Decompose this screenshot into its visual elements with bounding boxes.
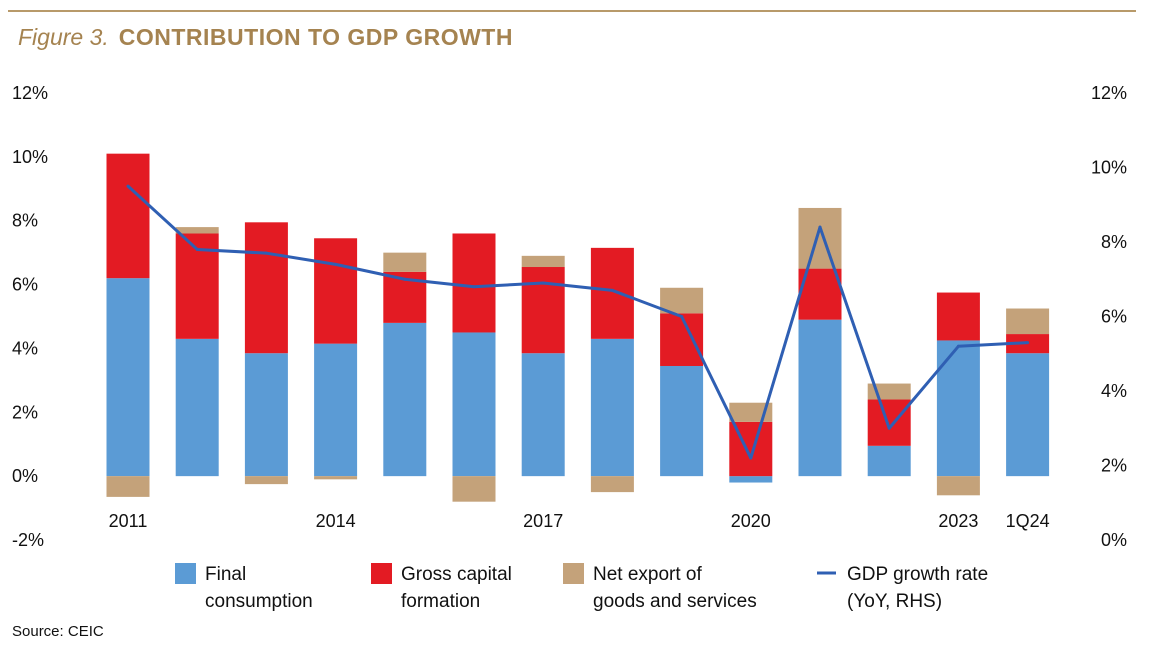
y-left-tick-label: 4% xyxy=(12,338,38,358)
bar-final-consumption xyxy=(383,322,427,477)
legend-label: goods and services xyxy=(593,591,757,612)
bar-net-export xyxy=(383,252,427,272)
bar-net-export xyxy=(314,476,358,480)
legend: Final consumption Gross capital formation Ne… xyxy=(175,563,988,612)
figure-label: Figure 3. xyxy=(18,24,109,50)
bar-gross-capital-formation xyxy=(244,222,288,354)
bar-final-consumption xyxy=(452,332,496,477)
y-left-tick-label: 0% xyxy=(12,466,38,486)
bar-final-consumption xyxy=(867,445,911,477)
bars-layer xyxy=(106,153,1050,502)
bar-net-export xyxy=(590,476,634,493)
bar-final-consumption xyxy=(244,353,288,477)
chart-title: CONTRIBUTION TO GDP GROWTH xyxy=(118,24,513,50)
gdp-growth-point xyxy=(610,288,614,292)
y-left-tick-label: 6% xyxy=(12,275,38,295)
bar-net-export xyxy=(452,476,496,502)
bar-gross-capital-formation xyxy=(590,247,634,339)
bar-net-export xyxy=(798,207,842,269)
bar-gross-capital-formation xyxy=(521,267,565,354)
y-right-tick-label: 8% xyxy=(1101,232,1127,252)
gdp-growth-point xyxy=(126,184,130,188)
y-right-tick-label: 6% xyxy=(1101,307,1127,327)
y-right-tick-label: 2% xyxy=(1101,456,1127,476)
bar-final-consumption xyxy=(729,476,773,483)
y-left-tick-label: 2% xyxy=(12,402,38,422)
gdp-growth-line xyxy=(126,185,1028,460)
y-left-tick-label: 10% xyxy=(12,147,48,167)
legend-item: GDP growth rate (YoY, RHS) xyxy=(817,564,988,612)
bar-net-export xyxy=(936,476,980,496)
bar-gross-capital-formation xyxy=(106,153,150,279)
x-tick-label: 2020 xyxy=(731,511,771,531)
bar-final-consumption xyxy=(660,365,704,477)
bar-final-consumption xyxy=(106,278,150,477)
x-tick-label: 2011 xyxy=(109,511,148,531)
bar-final-consumption xyxy=(936,340,980,477)
gdp-growth-point xyxy=(1026,341,1030,345)
x-tick-label: 2023 xyxy=(938,511,978,531)
bar-final-consumption xyxy=(314,343,358,477)
gdp-growth-point xyxy=(264,251,268,255)
bar-final-consumption xyxy=(521,353,565,477)
legend-label: Final xyxy=(205,564,246,585)
bar-net-export xyxy=(175,227,219,234)
gdp-growth-point xyxy=(956,344,960,348)
top-rule xyxy=(8,10,1136,12)
legend-swatch-gross-capital-formation xyxy=(371,563,392,584)
bar-gross-capital-formation xyxy=(452,233,496,333)
x-tick-label: 2014 xyxy=(316,511,356,531)
legend-label: Net export of xyxy=(593,564,702,585)
legend-label: formation xyxy=(401,591,480,612)
bar-net-export xyxy=(660,287,704,314)
bar-net-export xyxy=(1006,308,1050,335)
figure-title: Figure 3. CONTRIBUTION TO GDP GROWTH xyxy=(18,24,513,51)
bar-gross-capital-formation xyxy=(314,238,358,344)
gdp-growth-point xyxy=(887,426,891,430)
x-tick-label: 2017 xyxy=(523,511,563,531)
gdp-growth-point xyxy=(749,456,753,460)
y-left-tick-label: 8% xyxy=(12,211,38,231)
bar-net-export xyxy=(244,476,288,485)
bar-gross-capital-formation xyxy=(867,399,911,446)
y-left-tick-label: -2% xyxy=(12,530,44,550)
gdp-growth-point xyxy=(541,281,545,285)
bar-net-export xyxy=(521,255,565,268)
gdp-growth-point xyxy=(680,315,684,318)
y-right-tick-label: 0% xyxy=(1101,530,1127,550)
legend-label: consumption xyxy=(205,591,313,612)
axis-layer: -2% 0% 2% 4% 6% 8% 10% 12% 0% 2% 4% 6% 8% 10% 12% 2011 2… xyxy=(12,83,1127,550)
y-right-tick-label: 4% xyxy=(1101,381,1127,401)
legend-item: Net export of goods and services xyxy=(563,563,757,612)
legend-label: GDP growth rate xyxy=(847,564,988,585)
bar-final-consumption xyxy=(175,338,219,477)
gdp-growth-point xyxy=(195,247,199,251)
y-right-tick-label: 12% xyxy=(1091,83,1127,103)
legend-item: Final consumption xyxy=(175,563,313,612)
bar-gross-capital-formation xyxy=(936,292,980,341)
gdp-growth-point xyxy=(472,285,476,289)
bar-net-export xyxy=(106,476,150,497)
x-tick-label: 1Q24 xyxy=(1006,511,1050,531)
bar-gross-capital-formation xyxy=(660,313,704,366)
bar-final-consumption xyxy=(590,338,634,477)
gdp-growth-point xyxy=(403,277,407,281)
legend-label: Gross capital xyxy=(401,564,512,585)
source-note: Source: CEIC xyxy=(12,623,104,640)
legend-label: (YoY, RHS) xyxy=(847,591,942,612)
gdp-growth-point xyxy=(818,225,822,229)
line-layer xyxy=(126,184,1030,460)
y-right-tick-label: 10% xyxy=(1091,158,1127,178)
legend-swatch-final-consumption xyxy=(175,563,196,584)
bar-final-consumption xyxy=(1006,353,1050,477)
bar-final-consumption xyxy=(798,319,842,477)
legend-item: Gross capital formation xyxy=(371,563,512,612)
y-left-tick-label: 12% xyxy=(12,83,48,103)
gdp-growth-point xyxy=(334,262,338,266)
legend-swatch-net-export xyxy=(563,563,584,584)
